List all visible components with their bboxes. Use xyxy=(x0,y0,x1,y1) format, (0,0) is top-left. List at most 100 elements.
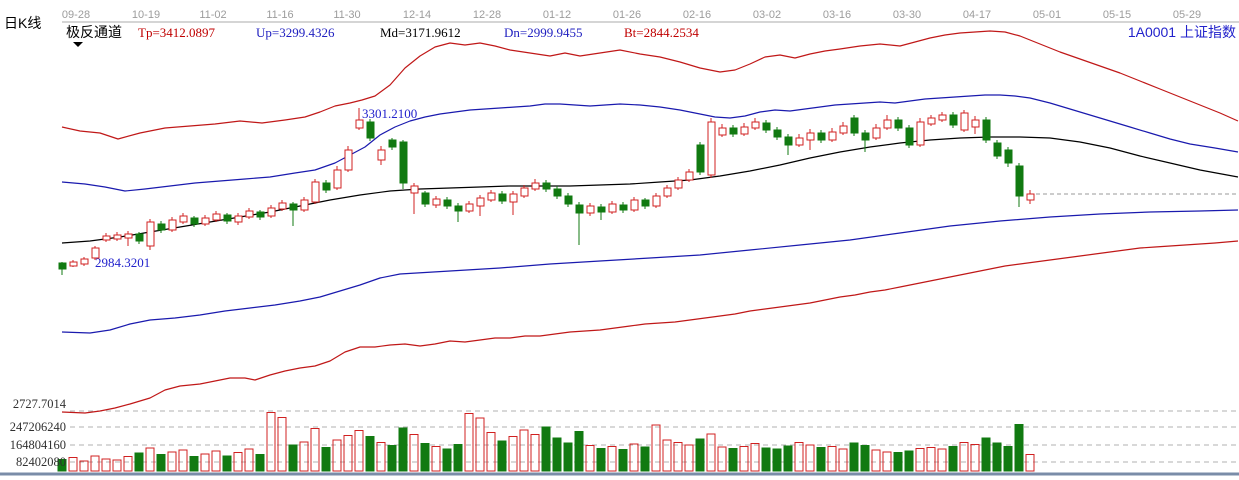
volume-bar[interactable] xyxy=(134,452,144,472)
candle[interactable] xyxy=(674,177,683,190)
candle[interactable] xyxy=(201,215,210,226)
candle[interactable] xyxy=(784,134,793,155)
volume-bar[interactable] xyxy=(970,443,980,472)
candle[interactable] xyxy=(267,205,276,218)
volume-bar[interactable] xyxy=(926,447,936,472)
volume-bar[interactable] xyxy=(145,447,155,472)
candle[interactable] xyxy=(630,197,639,212)
candle[interactable] xyxy=(179,213,188,224)
volume-bar[interactable] xyxy=(167,451,177,472)
candle[interactable] xyxy=(69,260,78,267)
volume-bar[interactable] xyxy=(321,447,331,472)
volume-bar[interactable] xyxy=(398,427,408,472)
volume-bar[interactable] xyxy=(563,442,573,472)
candle[interactable] xyxy=(1004,147,1013,167)
volume-bar[interactable] xyxy=(882,451,892,472)
candle[interactable] xyxy=(982,117,991,143)
volume-bar[interactable] xyxy=(871,449,881,472)
symbol-label[interactable]: 1A0001 上证指数 xyxy=(1128,24,1236,40)
candle[interactable] xyxy=(212,211,221,222)
volume-bar[interactable] xyxy=(90,455,100,472)
candle[interactable] xyxy=(839,122,848,135)
volume-bar[interactable] xyxy=(1003,445,1013,472)
candle[interactable] xyxy=(355,108,364,130)
volume-bar[interactable] xyxy=(365,436,375,472)
volume-bar[interactable] xyxy=(794,441,804,472)
candle[interactable] xyxy=(454,203,463,222)
volume-bar[interactable] xyxy=(805,444,815,472)
volume-bar[interactable] xyxy=(585,445,595,472)
volume-bar[interactable] xyxy=(530,433,540,472)
volume-bar[interactable] xyxy=(783,445,793,472)
volume-bar[interactable] xyxy=(442,448,452,472)
volume-bar[interactable] xyxy=(860,445,870,472)
volume-bar[interactable] xyxy=(244,448,254,472)
candle[interactable] xyxy=(993,140,1002,159)
volume-bar[interactable] xyxy=(761,447,771,472)
volume-bar[interactable] xyxy=(772,448,782,472)
volume-bar[interactable] xyxy=(508,436,518,472)
volume-bar[interactable] xyxy=(937,448,947,472)
candle[interactable] xyxy=(729,125,738,137)
candle[interactable] xyxy=(586,203,595,216)
candle[interactable] xyxy=(971,116,980,134)
volume-bar[interactable] xyxy=(156,454,166,472)
candle[interactable] xyxy=(366,119,375,141)
volume-bar[interactable] xyxy=(1014,423,1024,472)
candle[interactable] xyxy=(421,191,430,207)
volume-bar[interactable] xyxy=(343,435,353,472)
candle[interactable] xyxy=(707,118,716,178)
candle[interactable] xyxy=(157,221,166,233)
candle[interactable] xyxy=(938,112,947,122)
candle[interactable] xyxy=(817,130,826,143)
candle[interactable] xyxy=(619,202,628,213)
candle[interactable] xyxy=(256,210,265,220)
candle[interactable] xyxy=(861,130,870,152)
candle[interactable] xyxy=(564,193,573,207)
candle[interactable] xyxy=(773,127,782,140)
candle[interactable] xyxy=(762,120,771,133)
candle[interactable] xyxy=(960,110,969,132)
candle[interactable] xyxy=(443,197,452,209)
volume-bar[interactable] xyxy=(959,441,969,472)
candle[interactable] xyxy=(344,146,353,172)
volume-bar[interactable] xyxy=(79,460,89,472)
candle[interactable] xyxy=(113,232,122,241)
candle[interactable] xyxy=(399,140,408,189)
candle[interactable] xyxy=(300,197,309,212)
volume-bar[interactable] xyxy=(904,450,914,472)
candle[interactable] xyxy=(102,233,111,242)
volume-bar[interactable] xyxy=(838,448,848,472)
candle[interactable] xyxy=(542,180,551,192)
volume-bar[interactable] xyxy=(266,412,276,472)
volume-bar[interactable] xyxy=(101,458,111,472)
volume-series[interactable] xyxy=(57,412,1035,472)
volume-bar[interactable] xyxy=(750,443,760,472)
volume-bar[interactable] xyxy=(519,429,529,472)
candle[interactable] xyxy=(91,246,100,260)
candle[interactable] xyxy=(223,213,232,224)
volume-bar[interactable] xyxy=(354,430,364,472)
candle[interactable] xyxy=(311,179,320,204)
candle[interactable] xyxy=(487,190,496,202)
indicator-dropdown-icon[interactable] xyxy=(73,42,83,47)
volume-bar[interactable] xyxy=(310,428,320,472)
candle[interactable] xyxy=(828,128,837,142)
candle[interactable] xyxy=(58,262,67,275)
candle[interactable] xyxy=(872,124,881,140)
volume-bar[interactable] xyxy=(717,446,727,472)
volume-bar[interactable] xyxy=(552,437,562,472)
candle[interactable] xyxy=(146,219,155,250)
volume-bar[interactable] xyxy=(497,440,507,472)
candle[interactable] xyxy=(509,191,518,215)
candle[interactable] xyxy=(696,142,705,175)
volume-bar[interactable] xyxy=(420,443,430,472)
volume-bar[interactable] xyxy=(475,417,485,472)
candle[interactable] xyxy=(322,180,331,193)
volume-bar[interactable] xyxy=(189,456,199,472)
volume-bar[interactable] xyxy=(640,446,650,472)
candle[interactable] xyxy=(641,198,650,209)
volume-bar[interactable] xyxy=(695,438,705,472)
candle[interactable] xyxy=(740,123,749,136)
volume-bar[interactable] xyxy=(849,442,859,472)
